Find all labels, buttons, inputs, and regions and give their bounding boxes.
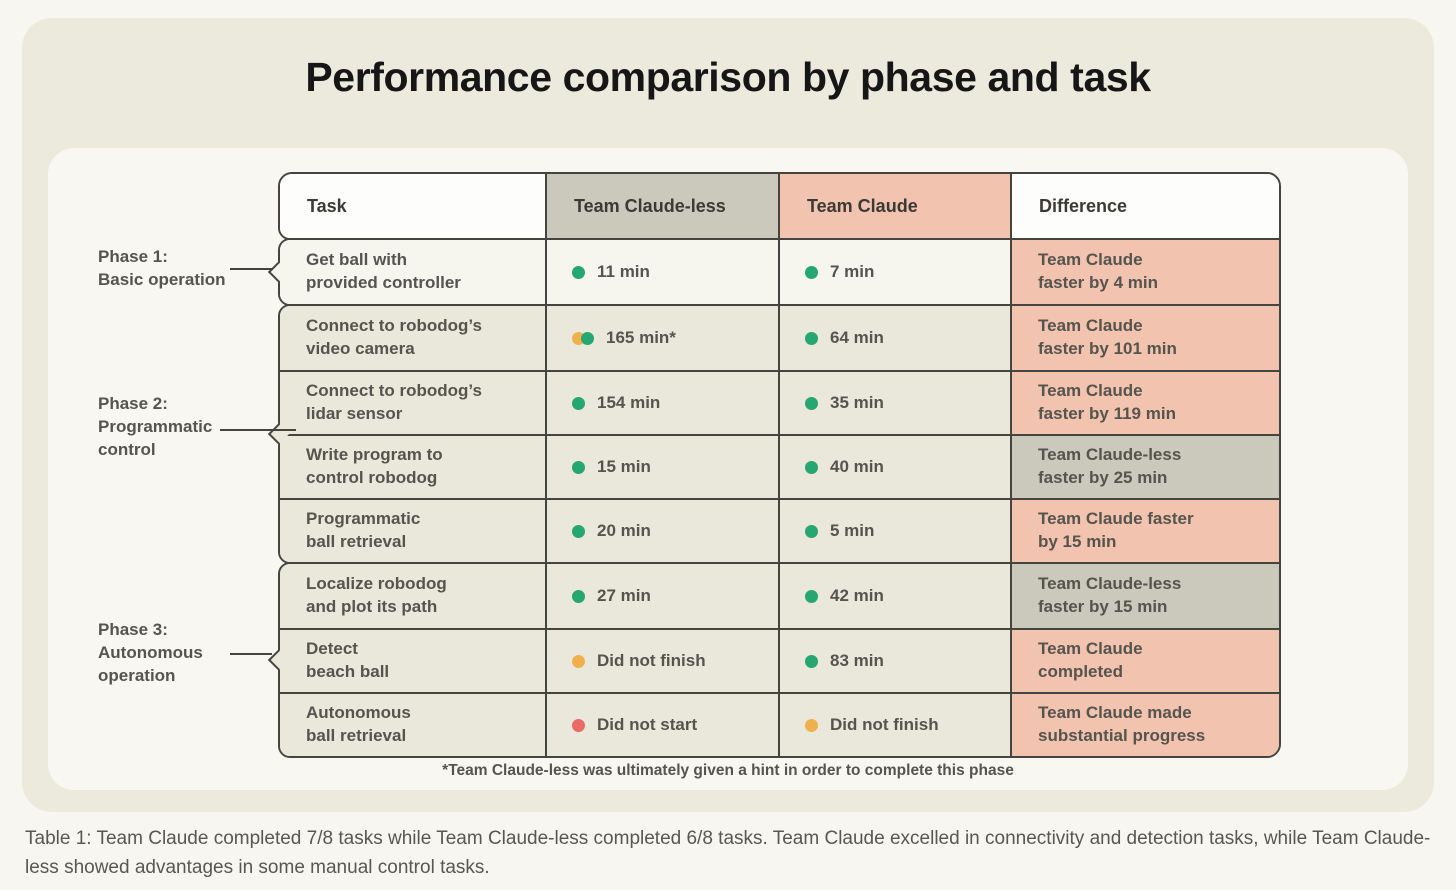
column-header-team-claude: Team Claude	[780, 174, 1012, 238]
status-text: 5 min	[830, 520, 875, 540]
table-panel: Phase 1: Basic operation Phase 2: Progra…	[48, 148, 1408, 790]
phase-1-connector-line	[230, 268, 272, 270]
phase-group-1: Get ball with provided controller 11 min 7…	[267, 238, 1281, 306]
status-text: 64 min	[830, 327, 884, 347]
status-text: 35 min	[830, 392, 884, 412]
status-text: 11 min	[597, 261, 650, 281]
difference-cell: Team Claude faster by 15 min	[1012, 498, 1279, 562]
phase-2-connector-line	[220, 429, 296, 431]
status-text: 15 min	[597, 456, 651, 476]
status-dot-green-icon	[572, 265, 585, 279]
status-dot-green-icon	[805, 654, 818, 668]
status-dot-amber-icon	[805, 718, 818, 732]
column-header-task: Task	[280, 174, 547, 238]
column-header-team-claude-less: Team Claude-less	[547, 174, 780, 238]
task-cell: Write program to control robodog	[280, 434, 547, 498]
status-dot-amber-icon	[572, 654, 585, 668]
team-claude-result-cell: Did not finish	[780, 692, 1012, 756]
table-footnote: *Team Claude-less was ultimately given a…	[442, 762, 1014, 779]
team-claude-result-cell: 40 min	[780, 434, 1012, 498]
team-claude-less-result-cell: 15 min	[547, 434, 780, 498]
comparison-table: Task Team Claude-less Team Claude Differ…	[267, 172, 1281, 758]
phase-label-1: Phase 1: Basic operation	[98, 247, 226, 289]
team-claude-result-cell: 7 min	[780, 240, 1012, 304]
difference-cell: Team Claude made substantial progress	[1012, 692, 1279, 756]
status-dot-green-icon	[805, 396, 818, 410]
phase-group-2: Connect to robodog’s video camera 165 min…	[267, 304, 1281, 564]
difference-cell: Team Claude faster by 101 min	[1012, 306, 1279, 370]
team-claude-result-cell: 64 min	[780, 306, 1012, 370]
team-claude-less-result-cell: Did not finish	[547, 628, 780, 692]
team-claude-result-cell: 83 min	[780, 628, 1012, 692]
difference-cell: Team Claude completed	[1012, 628, 1279, 692]
status-text: 40 min	[830, 456, 884, 476]
team-claude-result-cell: 35 min	[780, 370, 1012, 434]
team-claude-less-result-cell: 165 min*	[547, 306, 780, 370]
status-text: Did not finish	[830, 714, 939, 734]
status-text: 20 min	[597, 520, 651, 540]
difference-cell: Team Claude faster by 4 min	[1012, 240, 1279, 304]
status-text: 27 min	[597, 585, 651, 605]
task-cell: Autonomous ball retrieval	[280, 692, 547, 756]
status-dot-green-icon	[805, 331, 818, 345]
task-cell: Connect to robodog’s video camera	[280, 306, 547, 370]
task-cell: Programmatic ball retrieval	[280, 498, 547, 562]
column-header-difference: Difference	[1012, 174, 1279, 238]
team-claude-less-result-cell: Did not start	[547, 692, 780, 756]
status-text: Did not start	[597, 714, 698, 734]
phase-3-connector-line	[230, 653, 272, 655]
task-cell: Detect beach ball	[280, 628, 547, 692]
figure-card: Performance comparison by phase and task…	[22, 18, 1434, 812]
status-text: 7 min	[830, 261, 875, 281]
status-text: 42 min	[830, 585, 884, 605]
status-text: 83 min	[830, 650, 884, 670]
status-text: 165 min*	[606, 327, 676, 347]
status-dot-green-icon	[805, 460, 818, 474]
team-claude-less-result-cell: 11 min	[547, 240, 780, 304]
difference-cell: Team Claude-less faster by 15 min	[1012, 564, 1279, 628]
team-claude-result-cell: 42 min	[780, 564, 1012, 628]
page-title: Performance comparison by phase and task	[305, 54, 1151, 100]
phase-label-2: Phase 2: Programmatic control	[98, 394, 213, 459]
team-claude-less-result-cell: 27 min	[547, 564, 780, 628]
status-dot-green-icon	[572, 524, 585, 538]
table-caption: Table 1: Team Claude completed 7/8 tasks…	[25, 828, 1431, 878]
status-text: 154 min	[597, 392, 661, 412]
task-cell: Localize robodog and plot its path	[280, 564, 547, 628]
status-dot-green-icon	[805, 265, 818, 279]
team-claude-less-result-cell: 154 min	[547, 370, 780, 434]
status-dot-green-icon	[572, 460, 585, 474]
difference-cell: Team Claude-less faster by 25 min	[1012, 434, 1279, 498]
status-dot-green-icon	[805, 589, 818, 603]
status-dot-green-icon	[805, 524, 818, 538]
phase-label-3: Phase 3: Autonomous operation	[98, 620, 203, 685]
status-dot-red-icon	[572, 718, 585, 732]
status-dot-green-icon	[572, 396, 585, 410]
status-dot-green-icon	[581, 331, 594, 345]
task-cell: Get ball with provided controller	[280, 240, 547, 304]
status-dot-green-icon	[572, 589, 585, 603]
task-cell: Connect to robodog’s lidar sensor	[280, 370, 547, 434]
phase-group-3: Localize robodog and plot its path 27 min…	[267, 562, 1281, 758]
team-claude-result-cell: 5 min	[780, 498, 1012, 562]
team-claude-less-result-cell: 20 min	[547, 498, 780, 562]
difference-cell: Team Claude faster by 119 min	[1012, 370, 1279, 434]
table-header-row: Task Team Claude-less Team Claude Differ…	[278, 172, 1281, 240]
status-text: Did not finish	[597, 650, 706, 670]
